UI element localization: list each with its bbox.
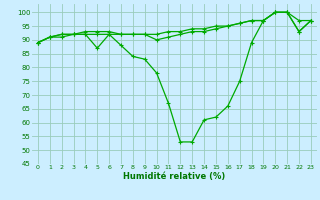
X-axis label: Humidité relative (%): Humidité relative (%) xyxy=(123,172,226,181)
